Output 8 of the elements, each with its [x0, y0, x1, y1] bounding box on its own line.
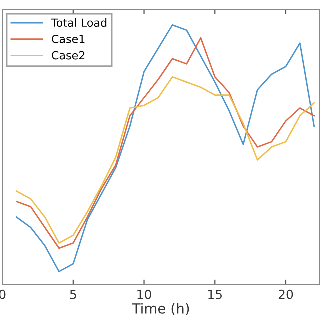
x-axis-title: Time (h): [132, 303, 190, 316]
legend-label: Case1: [52, 34, 85, 44]
x-tick-label: 10: [138, 290, 152, 300]
legend-label: Total Load: [51, 18, 107, 28]
x-tick-label: 15: [208, 290, 222, 300]
x-tick-label: 5: [70, 290, 76, 300]
x-tick-label: 20: [278, 290, 294, 300]
legend-label: Case2: [52, 51, 85, 60]
